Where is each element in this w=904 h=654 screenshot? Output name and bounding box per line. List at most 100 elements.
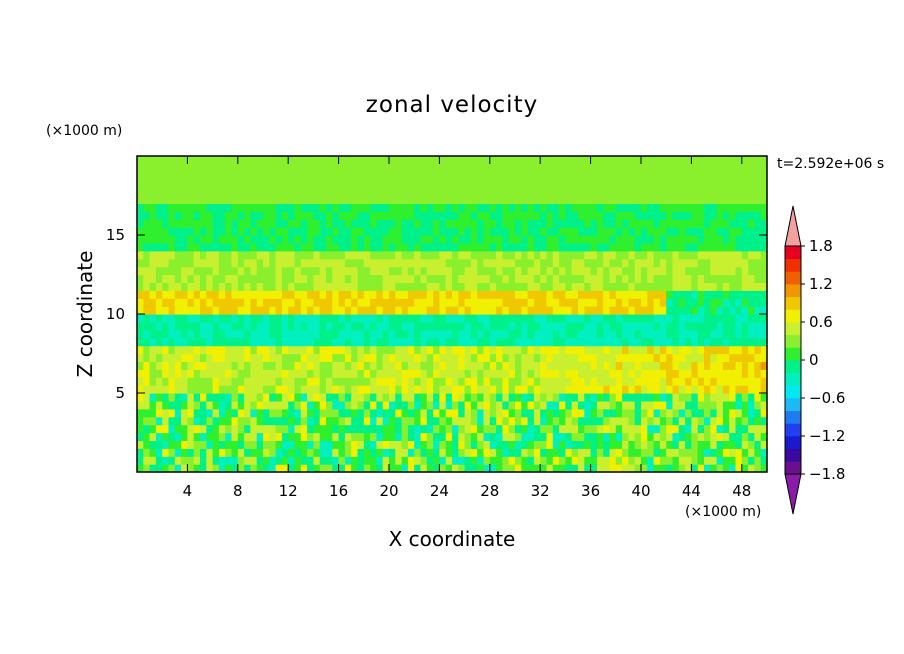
- field-cell: [357, 290, 365, 299]
- field-cell: [691, 369, 699, 378]
- field-cell: [622, 385, 629, 394]
- field-cell: [218, 211, 226, 220]
- field-cell: [143, 242, 151, 252]
- field-cell: [357, 432, 365, 441]
- field-cell: [502, 290, 510, 299]
- field-cell: [697, 314, 705, 323]
- field-cell: [596, 235, 604, 244]
- field-cell: [414, 361, 422, 370]
- field-cell: [590, 314, 598, 323]
- field-cell: [483, 345, 491, 355]
- field-cell: [382, 416, 390, 426]
- field-cell: [231, 345, 239, 355]
- field-cell: [288, 345, 296, 355]
- field-cell: [357, 393, 365, 402]
- field-cell: [515, 456, 522, 465]
- field-cell: [363, 353, 371, 362]
- field-cell: [193, 448, 201, 457]
- field-cell: [678, 337, 686, 347]
- field-cell: [515, 290, 522, 299]
- field-cell: [319, 258, 327, 268]
- field-cell: [502, 369, 510, 378]
- field-cell: [496, 219, 503, 228]
- field-cell: [395, 321, 403, 331]
- field-cell: [458, 385, 466, 394]
- field-cell: [370, 424, 377, 434]
- field-cell: [647, 298, 655, 307]
- field-cell: [704, 361, 711, 370]
- field-cell: [137, 369, 144, 378]
- field-cell: [609, 171, 617, 181]
- field-cell: [477, 432, 485, 441]
- field-cell: [458, 393, 466, 402]
- field-cell: [634, 408, 642, 418]
- field-cell: [187, 448, 195, 457]
- field-cell: [622, 361, 629, 370]
- field-cell: [351, 361, 359, 370]
- field-cell: [729, 393, 737, 402]
- field-cell: [149, 353, 157, 362]
- field-cell: [338, 337, 346, 347]
- field-cell: [748, 432, 755, 441]
- field-cell: [155, 235, 163, 244]
- field-cell: [237, 242, 245, 252]
- field-cell: [641, 250, 648, 260]
- field-cell: [168, 432, 176, 441]
- field-cell: [748, 179, 755, 189]
- field-cell: [174, 203, 182, 212]
- field-cell: [263, 440, 270, 449]
- field-cell: [641, 329, 648, 339]
- field-cell: [609, 306, 617, 315]
- field-cell: [527, 171, 535, 181]
- field-cell: [407, 345, 415, 355]
- field-cell: [300, 432, 308, 441]
- field-cell: [552, 187, 560, 197]
- field-cell: [533, 456, 541, 465]
- field-cell: [206, 329, 214, 339]
- field-cell: [666, 416, 674, 426]
- field-cell: [231, 424, 239, 434]
- field-cell: [470, 377, 478, 386]
- field-cell: [168, 235, 176, 244]
- field-cell: [722, 179, 730, 189]
- field-cell: [307, 203, 314, 212]
- field-cell: [351, 211, 359, 220]
- field-cell: [218, 440, 226, 449]
- field-cell: [559, 440, 566, 449]
- field-cell: [420, 416, 428, 426]
- field-cell: [722, 424, 730, 434]
- field-cell: [584, 424, 592, 434]
- field-cell: [212, 235, 220, 244]
- field-cell: [313, 187, 321, 197]
- field-cell: [515, 179, 522, 189]
- field-cell: [716, 227, 724, 236]
- field-cell: [206, 171, 214, 181]
- field-cell: [710, 329, 718, 339]
- field-cell: [596, 211, 604, 220]
- field-cell: [332, 250, 340, 260]
- field-cell: [578, 361, 585, 370]
- field-cell: [722, 195, 730, 204]
- field-cell: [748, 353, 755, 362]
- field-cell: [244, 156, 251, 165]
- field-cell: [678, 416, 686, 426]
- field-cell: [483, 361, 491, 370]
- field-cell: [155, 337, 163, 347]
- field-cell: [653, 163, 661, 173]
- field-cell: [389, 369, 396, 378]
- field-cell: [439, 329, 447, 339]
- field-cell: [729, 266, 737, 276]
- field-cell: [193, 377, 201, 386]
- field-cell: [389, 203, 396, 212]
- field-cell: [218, 235, 226, 244]
- field-cell: [571, 306, 579, 315]
- field-cell: [647, 258, 655, 268]
- field-cell: [351, 464, 359, 472]
- field-cell: [710, 266, 718, 276]
- field-cell: [351, 448, 359, 457]
- field-cell: [149, 227, 157, 236]
- field-cell: [250, 171, 258, 181]
- field-cell: [559, 416, 566, 426]
- field-cell: [288, 274, 296, 283]
- field-cell: [716, 393, 724, 402]
